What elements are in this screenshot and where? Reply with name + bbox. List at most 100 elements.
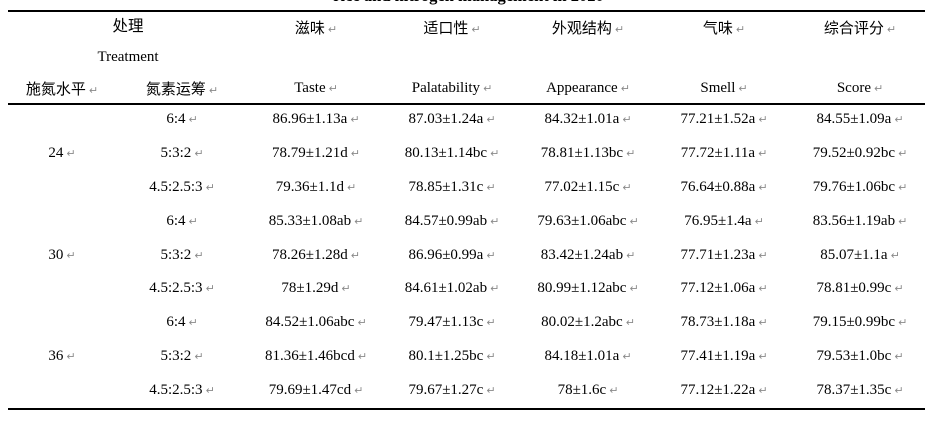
table-row: 6:4 ↵ 86.96±1.13a ↵ 87.03±1.24a ↵ 84.32±1.01a ↵… — [8, 103, 937, 137]
nitrogen-ratio-value: 5:3:2 — [160, 145, 192, 162]
sensory-evaluation-table: 处理 Treatment 滋味↵ 适口性↵ 外观结构↵ 气味↵ 综合评分↵ ↵ … — [8, 12, 937, 407]
table-bottom-rule — [8, 408, 925, 411]
header-nitrogen-ratio-cn: 氮素运筹 ↵ — [116, 73, 248, 103]
cell-taste: 84.52±1.06abc ↵ — [248, 306, 384, 340]
return-mark-icon: ↵ — [758, 248, 768, 262]
table-header-rule — [8, 103, 925, 106]
score-value: 84.55±1.09a — [816, 111, 892, 128]
header-palatability-cn-text: 适口性 — [423, 20, 469, 37]
treatment-header-block: 处理 Treatment — [8, 12, 248, 73]
cell-palatability: 86.96±0.99a ↵ — [384, 238, 520, 272]
margin-mark-cell: ↵ — [928, 171, 937, 205]
table-row: 6:4 ↵ 84.52±1.06abc ↵ 79.47±1.13c ↵ 80.02±1.2a… — [8, 306, 937, 340]
cell-nitrogen-level — [8, 171, 116, 205]
return-mark-icon: ↵ — [354, 383, 364, 397]
smell-value: 77.12±1.06a — [680, 280, 756, 297]
return-mark-icon: ↵ — [758, 282, 768, 296]
palatability-value: 80.1±1.25bc — [408, 347, 484, 364]
header-nitrogen-level-text: 施氮水平 — [25, 81, 86, 98]
cell-smell: 77.72±1.11a ↵ — [656, 137, 792, 171]
nitrogen-ratio-value: 4.5:2.5:3 — [149, 280, 203, 297]
taste-value: 79.69±1.47cd — [268, 381, 352, 398]
header-smell-en-text: Smell — [700, 79, 736, 96]
return-mark-icon: ↵ — [350, 147, 360, 161]
cell-nitrogen-level — [8, 306, 116, 340]
header-score-en-text: Score — [836, 79, 871, 96]
return-mark-icon: ↵ — [873, 81, 884, 95]
return-mark-icon: ↵ — [894, 113, 904, 127]
margin-mark-cell: ↵ — [928, 272, 937, 306]
header-appearance-cn-text: 外观结构 — [551, 20, 612, 37]
return-mark-icon: ↵ — [486, 316, 496, 330]
return-mark-icon: ↵ — [205, 282, 215, 296]
palatability-value: 78.85±1.31c — [408, 178, 484, 195]
header-spacer-smell — [656, 42, 792, 73]
cell-appearance: 78±1.6c ↵ — [520, 373, 656, 407]
return-mark-icon: ↵ — [205, 383, 215, 397]
appearance-value: 84.32±1.01a — [544, 111, 620, 128]
return-mark-icon: ↵ — [758, 147, 768, 161]
return-mark-icon: ↵ — [622, 113, 632, 127]
palatability-value: 80.13±1.14bc — [404, 145, 488, 162]
return-mark-icon: ↵ — [758, 113, 768, 127]
return-mark-icon: ↵ — [758, 349, 768, 363]
margin-mark-cell: ↵ — [928, 306, 937, 340]
return-mark-icon: ↵ — [194, 147, 204, 161]
return-mark-icon: ↵ — [738, 81, 748, 95]
treatment-label-en: Treatment — [97, 49, 159, 65]
cell-nitrogen-level: 36 ↵ — [8, 340, 116, 374]
return-mark-icon: ↵ — [629, 282, 639, 296]
cell-smell: 77.12±1.06a ↵ — [656, 272, 792, 306]
header-spacer-appearance — [520, 42, 656, 73]
return-mark-icon: ↵ — [486, 180, 496, 194]
cell-score: 83.56±1.19ab ↵ — [792, 204, 928, 238]
cell-nitrogen-level: 30 ↵ — [8, 238, 116, 272]
cell-score: 84.55±1.09a ↵ — [792, 103, 928, 137]
table-row: 4.5:2.5:3 ↵ 78±1.29d ↵ 84.61±1.02ab ↵ 80.99±1.… — [8, 272, 937, 306]
return-mark-icon: ↵ — [629, 214, 639, 228]
cell-score: 79.15±0.99bc ↵ — [792, 306, 928, 340]
nitrogen-ratio-value: 6:4 — [166, 314, 186, 331]
taste-value: 86.96±1.13a — [272, 111, 348, 128]
return-mark-icon: ↵ — [194, 349, 204, 363]
cell-score: 79.76±1.06bc ↵ — [792, 171, 928, 205]
table-title-clipped: rice and nitrogen management in 2020 — [0, 0, 937, 5]
nitrogen-ratio-value: 6:4 — [166, 111, 186, 128]
score-value: 79.76±1.06bc — [812, 178, 896, 195]
palatability-value: 87.03±1.24a — [408, 111, 484, 128]
cell-appearance: 84.32±1.01a ↵ — [520, 103, 656, 137]
return-mark-icon: ↵ — [66, 349, 76, 363]
cell-smell: 78.73±1.18a ↵ — [656, 306, 792, 340]
nitrogen-level-value: 24 — [48, 145, 64, 162]
cell-nitrogen-ratio: 6:4 ↵ — [116, 103, 248, 137]
return-mark-icon: ↵ — [894, 383, 904, 397]
return-mark-icon: ↵ — [486, 248, 496, 262]
score-value: 79.53±1.0bc — [816, 347, 892, 364]
smell-value: 76.95±1.4a — [684, 212, 752, 229]
header-nitrogen-ratio-text: 氮素运筹 — [145, 81, 206, 98]
cell-smell: 77.12±1.22a ↵ — [656, 373, 792, 407]
palatability-value: 79.47±1.13c — [408, 314, 484, 331]
header-nitrogen-level-cn: 施氮水平 ↵ — [8, 73, 116, 103]
cell-taste: 86.96±1.13a ↵ — [248, 103, 384, 137]
return-mark-icon: ↵ — [898, 214, 908, 228]
table-row: 30 ↵ 5:3:2 ↵ 78.26±1.28d ↵ 86.96±0.99a ↵ 83.42±1… — [8, 238, 937, 272]
header-smell-en: Smell ↵ — [656, 73, 792, 103]
cell-nitrogen-level — [8, 204, 116, 238]
nitrogen-ratio-value: 5:3:2 — [160, 347, 192, 364]
smell-value: 77.12±1.22a — [680, 381, 756, 398]
appearance-value: 78.81±1.13bc — [540, 145, 624, 162]
palatability-value: 84.61±1.02ab — [404, 280, 488, 297]
table-row: 4.5:2.5:3 ↵ 79.36±1.1d ↵ 78.85±1.31c ↵ 77.02±1… — [8, 171, 937, 205]
header-taste-en-text: Taste — [294, 79, 326, 96]
smell-value: 77.71±1.23a — [680, 246, 756, 263]
header-smell-cn: 气味 ↵ — [656, 12, 792, 42]
smell-value: 77.41±1.19a — [680, 347, 756, 364]
cell-palatability: 78.85±1.31c ↵ — [384, 171, 520, 205]
return-mark-icon: ↵ — [357, 316, 367, 330]
return-mark-icon: ↵ — [328, 81, 338, 95]
margin-mark-cell: ↵ — [928, 12, 937, 42]
nitrogen-ratio-value: 5:3:2 — [160, 246, 192, 263]
score-value: 79.15±0.99bc — [812, 314, 896, 331]
